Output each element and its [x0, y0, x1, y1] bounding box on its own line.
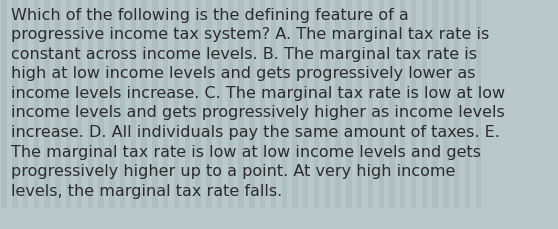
- Bar: [142, 1, 147, 208]
- Bar: [443, 1, 449, 208]
- Bar: [271, 1, 276, 208]
- Bar: [411, 1, 416, 208]
- Bar: [432, 1, 438, 208]
- Bar: [174, 1, 179, 208]
- Bar: [98, 1, 104, 208]
- Bar: [346, 1, 352, 208]
- Bar: [465, 1, 470, 208]
- Bar: [195, 1, 201, 208]
- Bar: [260, 1, 266, 208]
- Bar: [303, 1, 309, 208]
- Bar: [55, 1, 61, 208]
- Bar: [314, 1, 319, 208]
- Bar: [45, 1, 50, 208]
- Bar: [389, 1, 395, 208]
- Bar: [109, 1, 114, 208]
- Bar: [66, 1, 71, 208]
- Bar: [249, 1, 254, 208]
- Bar: [12, 1, 17, 208]
- Bar: [88, 1, 93, 208]
- Bar: [131, 1, 136, 208]
- Bar: [217, 1, 222, 208]
- Bar: [185, 1, 190, 208]
- Bar: [357, 1, 362, 208]
- Bar: [475, 1, 481, 208]
- Bar: [422, 1, 427, 208]
- Bar: [152, 1, 157, 208]
- Bar: [120, 1, 126, 208]
- Bar: [238, 1, 244, 208]
- Bar: [378, 1, 384, 208]
- Bar: [400, 1, 406, 208]
- Bar: [23, 1, 28, 208]
- Bar: [454, 1, 459, 208]
- Bar: [325, 1, 330, 208]
- Bar: [77, 1, 82, 208]
- Bar: [163, 1, 169, 208]
- Bar: [292, 1, 298, 208]
- Text: Which of the following is the defining feature of a
progressive income tax syste: Which of the following is the defining f…: [11, 8, 505, 198]
- Bar: [368, 1, 373, 208]
- Bar: [282, 1, 287, 208]
- Bar: [228, 1, 233, 208]
- Bar: [1, 1, 7, 208]
- Bar: [335, 1, 341, 208]
- Bar: [206, 1, 211, 208]
- Bar: [33, 1, 39, 208]
